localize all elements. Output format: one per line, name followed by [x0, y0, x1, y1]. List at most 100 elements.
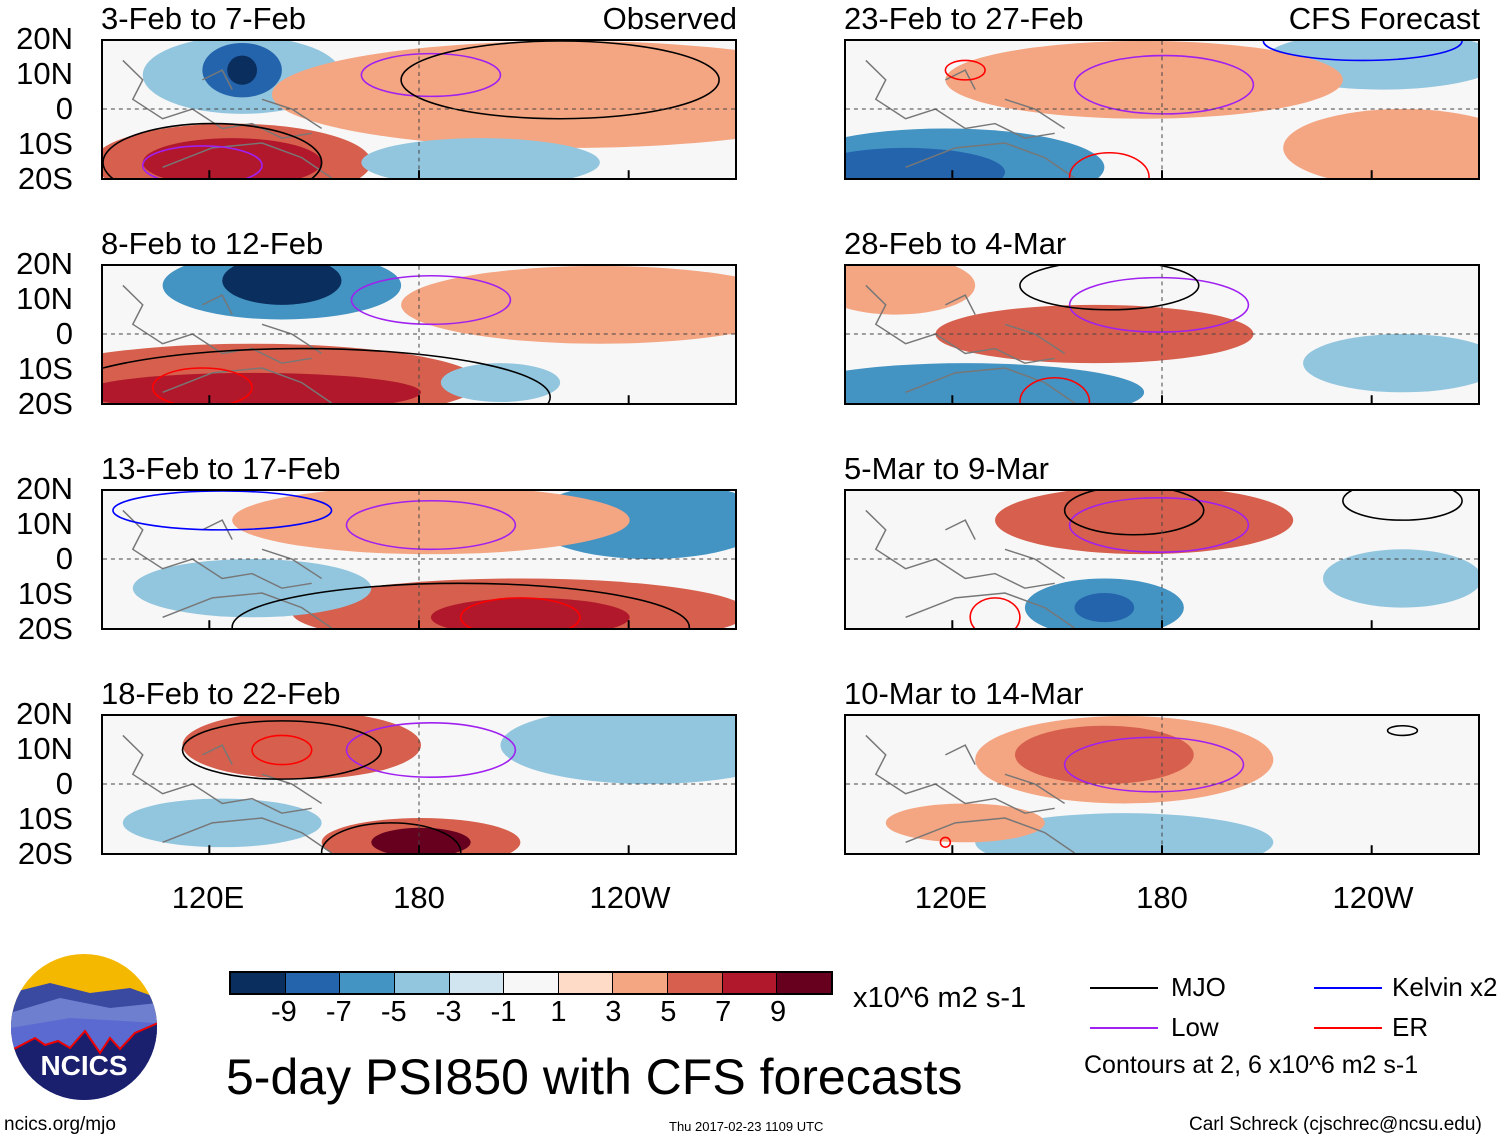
colorbar-swatch: [558, 973, 614, 993]
lat-label: 20S: [17, 161, 73, 196]
lon-label: 120W: [1332, 880, 1414, 915]
contour-line: [350, 274, 512, 326]
colorbar-swatch: [285, 973, 341, 993]
shading-region: [1283, 109, 1478, 178]
contour-line: [944, 59, 986, 81]
lat-label: 10N: [16, 506, 73, 541]
shading-region: [361, 138, 600, 178]
legend-label-mjo: MJO: [1171, 972, 1226, 1002]
units-label: x10^6 m2 s-1: [853, 982, 1027, 1014]
map-panel: [101, 264, 737, 405]
contour-line: [1063, 736, 1245, 793]
shading-region: [272, 41, 735, 148]
shading-region: [227, 55, 258, 85]
panel-title: 13-Feb to 17-Feb: [101, 451, 341, 486]
contour-line: [400, 41, 720, 120]
colorbar-swatch: [394, 973, 450, 993]
shading-region: [846, 147, 1005, 178]
lat-label: 0: [55, 766, 73, 801]
lon-label: 120E: [914, 880, 988, 915]
map-panel: [844, 714, 1480, 855]
legend-line-mjo: [1090, 987, 1158, 989]
contour-line: [141, 145, 263, 178]
lat-label: 10N: [16, 281, 73, 316]
legend-note: Contours at 2, 6 x10^6 m2 s-1: [1084, 1051, 1419, 1079]
shading-region: [103, 372, 421, 403]
shading-region: [401, 266, 735, 344]
shading-region: [222, 266, 342, 305]
colorbar-label: -5: [380, 996, 407, 1028]
colorbar-swatch: [504, 973, 559, 993]
legend-label-er: ER: [1392, 1012, 1429, 1042]
observed-label: Observed: [602, 1, 737, 36]
lat-label: 20N: [16, 246, 73, 281]
colorbar-label: 7: [715, 996, 732, 1028]
contour-line: [1262, 41, 1463, 62]
colorbar: [229, 971, 833, 995]
shading-region: [132, 559, 372, 618]
contour-line: [1386, 724, 1419, 737]
shading-region: [1323, 549, 1478, 608]
colorbar-label: 1: [550, 996, 567, 1028]
contour-line: [459, 597, 581, 628]
contour-line: [345, 499, 517, 551]
colorbar-label: 5: [660, 996, 677, 1028]
lat-label: 0: [55, 91, 73, 126]
contour-line: [1019, 376, 1091, 403]
lat-label: 20N: [16, 21, 73, 56]
shading-region: [440, 363, 561, 403]
colorbar-label: -3: [435, 996, 462, 1028]
lat-label: 20S: [17, 611, 73, 646]
contour-line: [103, 347, 551, 403]
legend-label-low: Low: [1171, 1012, 1219, 1042]
contour-line: [251, 734, 313, 766]
colorbar-label: -1: [490, 996, 517, 1028]
shading-region: [975, 813, 1274, 853]
forecast-label: CFS Forecast: [1288, 1, 1480, 36]
footer-timestamp: Thu 2017-02-23 1109 UTC: [669, 1119, 824, 1134]
shading-region: [232, 491, 630, 555]
colorbar-label: 9: [770, 996, 787, 1028]
map-panel: [844, 39, 1480, 180]
shading-region: [846, 363, 1145, 403]
logo-text: NCICS: [40, 1050, 127, 1081]
footer-url[interactable]: ncics.org/mjo: [4, 1114, 116, 1135]
colorbar-swatch: [777, 973, 832, 993]
colorbar-swatch: [449, 973, 505, 993]
contour-line: [1342, 491, 1463, 521]
lat-label: 10N: [16, 56, 73, 91]
lon-label: 180: [393, 880, 445, 915]
contour-line: [112, 491, 333, 531]
contour-line: [1068, 497, 1250, 553]
lon-label: 120W: [589, 880, 671, 915]
shading-region: [995, 491, 1294, 555]
map-panel: [844, 264, 1480, 405]
colorbar-swatch: [722, 973, 778, 993]
contour-line: [360, 52, 502, 98]
colorbar-swatch: [613, 973, 669, 993]
lat-label: 10S: [17, 126, 73, 161]
shading-region: [885, 803, 1045, 843]
contour-line: [151, 367, 253, 403]
panel-title: 5-Mar to 9-Mar: [844, 451, 1049, 486]
colorbar-swatch: [231, 973, 286, 993]
figure-title: 5-day PSI850 with CFS forecasts: [226, 1049, 963, 1105]
contour-line: [181, 720, 383, 780]
lat-label: 10S: [17, 576, 73, 611]
lat-label: 10S: [17, 801, 73, 836]
lat-label: 10N: [16, 731, 73, 766]
legend-line-low: [1090, 1027, 1158, 1029]
lat-label: 20N: [16, 471, 73, 506]
map-panel: [101, 489, 737, 630]
ncics-logo: NCICS: [10, 953, 158, 1101]
colorbar-swatch: [340, 973, 395, 993]
contour-line: [1063, 491, 1205, 536]
colorbar-label: -7: [325, 996, 352, 1028]
colorbar-swatch: [668, 973, 723, 993]
contour-line: [345, 722, 517, 778]
lon-label: 180: [1136, 880, 1188, 915]
contour-line: [969, 597, 1021, 628]
shading-region: [1303, 334, 1478, 393]
lat-label: 20S: [17, 386, 73, 421]
contour-line: [939, 836, 952, 848]
